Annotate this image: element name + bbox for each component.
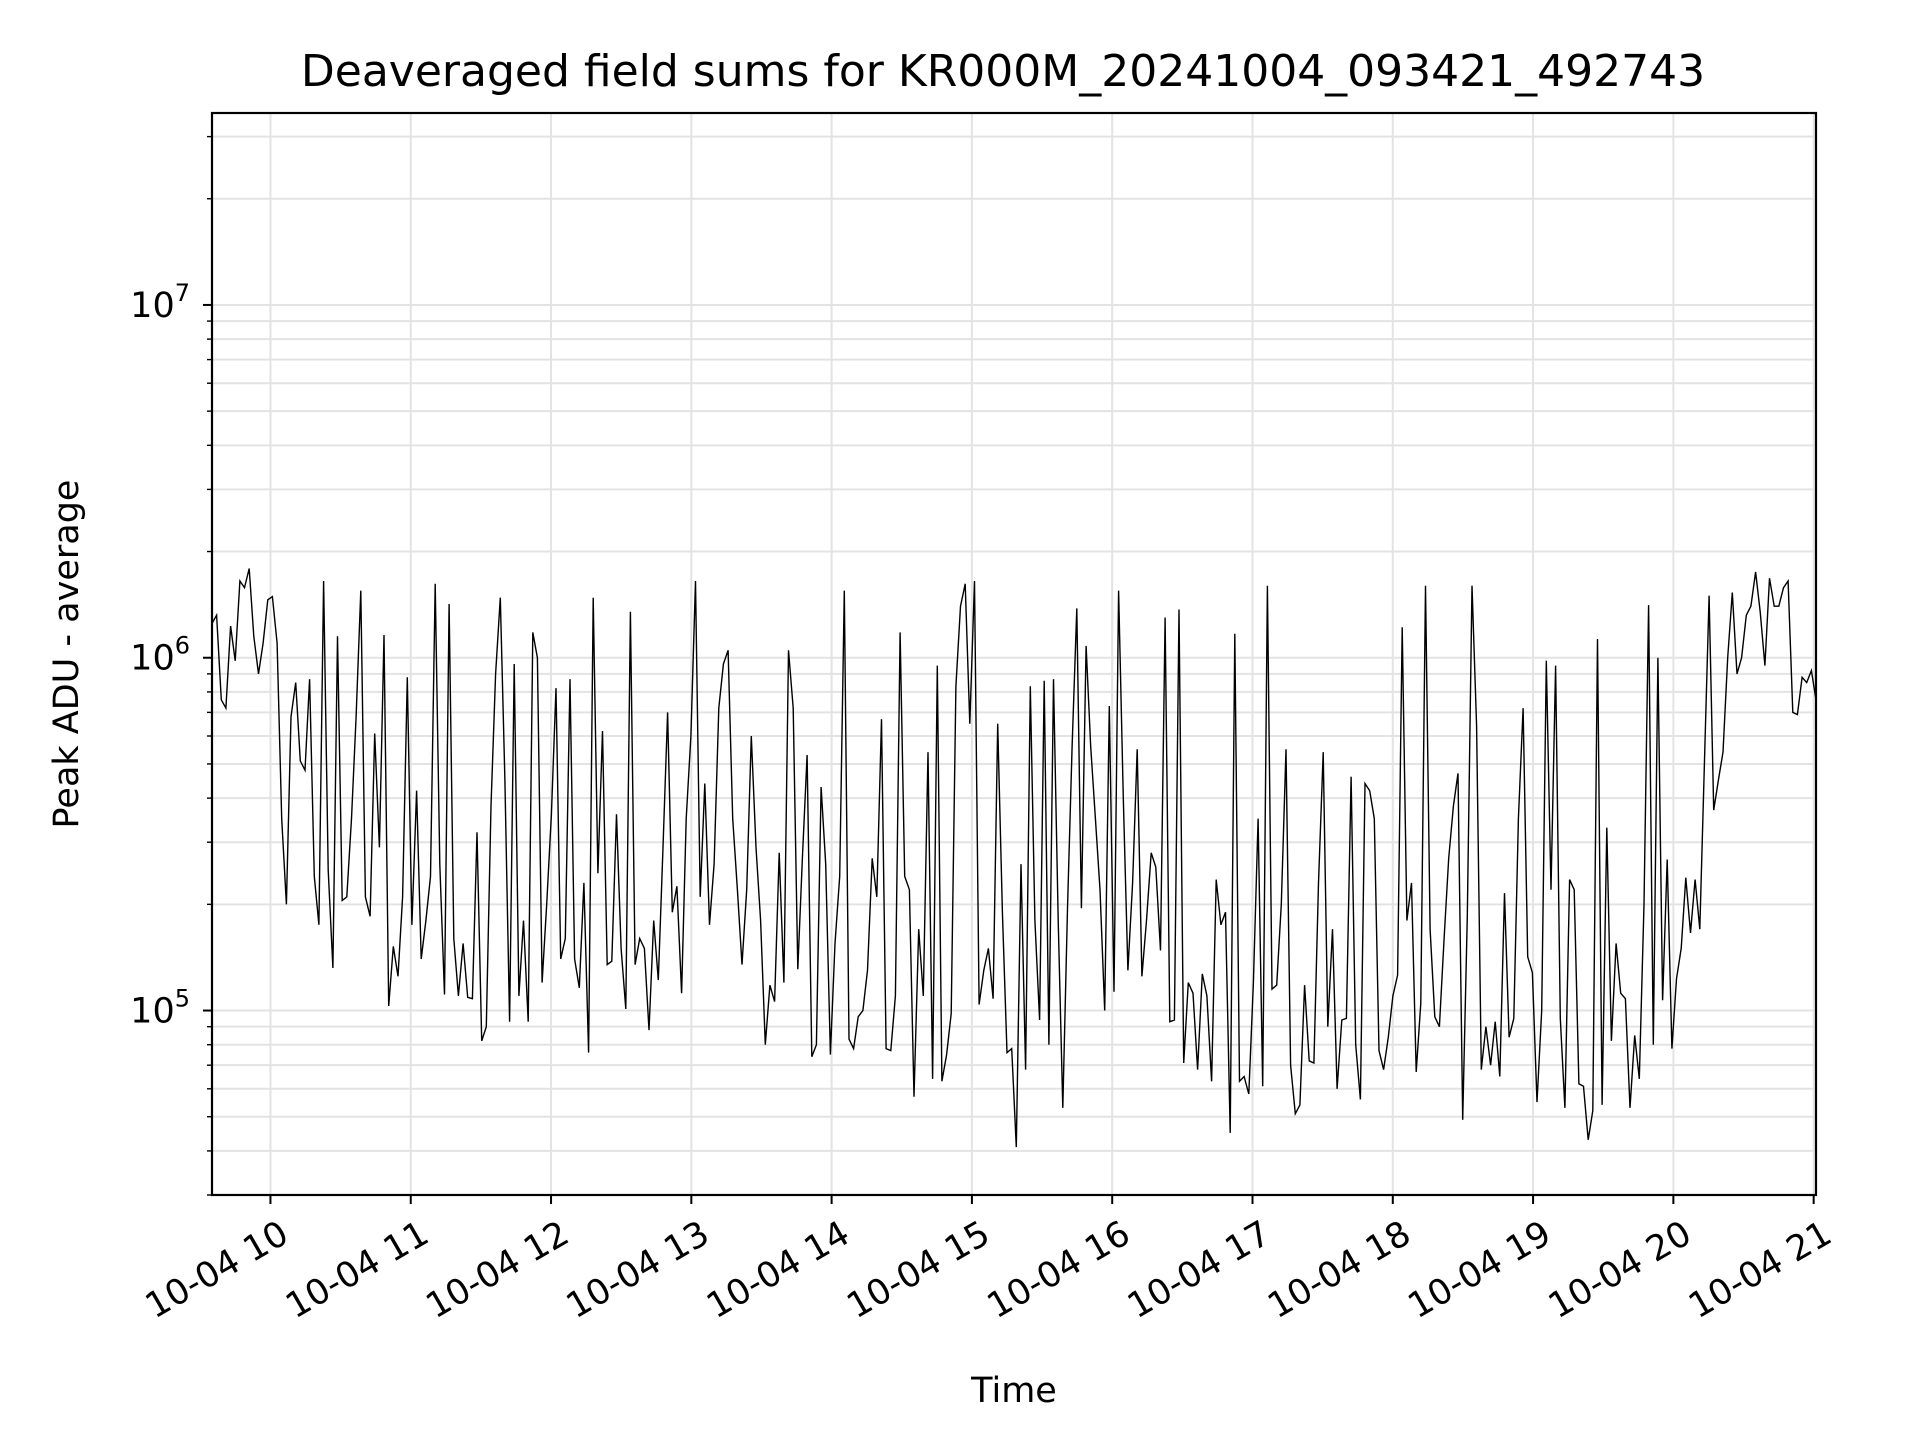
y-tick-label: 106 [130, 632, 190, 679]
series-layer [211, 568, 1817, 1148]
plot-frame [210, 111, 1818, 1197]
y-tick-label: 107 [130, 279, 190, 326]
x-axis-label: Time [970, 1371, 1057, 1411]
y-axis-label: Peak ADU - average [47, 480, 87, 829]
series-line [211, 568, 1817, 1148]
chart-title: Deaveraged field sums for KR000M_2024100… [301, 46, 1705, 97]
y-tick-label: 105 [130, 985, 190, 1032]
